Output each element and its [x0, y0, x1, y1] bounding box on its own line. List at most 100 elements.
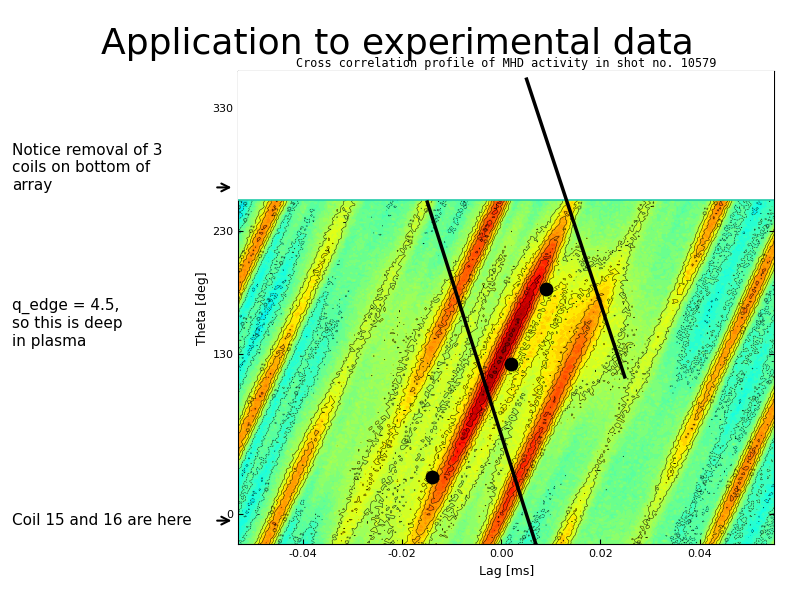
Text: 0.6: 0.6 — [524, 285, 533, 296]
Text: 0.1: 0.1 — [287, 340, 295, 351]
Text: -0.1: -0.1 — [765, 216, 774, 229]
Text: -0.2: -0.2 — [237, 198, 245, 211]
Text: 0.2: 0.2 — [557, 529, 565, 540]
X-axis label: Lag [ms]: Lag [ms] — [479, 565, 534, 578]
Text: 0.5: 0.5 — [479, 230, 485, 240]
Text: q_edge = 4.5,
so this is deep
in plasma: q_edge = 4.5, so this is deep in plasma — [12, 298, 122, 349]
Text: 0.5: 0.5 — [479, 405, 487, 416]
Text: 0.2: 0.2 — [720, 523, 729, 534]
Text: 0.1: 0.1 — [408, 217, 417, 228]
Text: 0.2: 0.2 — [387, 437, 395, 449]
Text: 0.1: 0.1 — [249, 223, 256, 233]
Text: 0.2: 0.2 — [464, 449, 472, 461]
Text: 0.3: 0.3 — [246, 421, 254, 432]
Text: 0.4: 0.4 — [484, 233, 491, 244]
Text: 0.1: 0.1 — [620, 344, 627, 355]
Text: Application to experimental data: Application to experimental data — [101, 27, 693, 61]
Text: 0.4: 0.4 — [538, 434, 545, 444]
Text: 0.2: 0.2 — [740, 323, 748, 334]
Text: 0.1: 0.1 — [405, 432, 410, 442]
Text: 0.1: 0.1 — [577, 199, 584, 209]
Text: -0.1: -0.1 — [265, 480, 272, 492]
Text: 0.2: 0.2 — [240, 249, 249, 259]
Text: -0.2: -0.2 — [256, 309, 266, 322]
Text: 0.1: 0.1 — [503, 273, 513, 284]
Text: 0.1: 0.1 — [492, 262, 498, 271]
Text: -0.1: -0.1 — [323, 320, 335, 333]
Text: 0.2: 0.2 — [732, 467, 740, 478]
Text: 0.1: 0.1 — [703, 205, 711, 215]
Text: 0.2: 0.2 — [237, 289, 245, 300]
Text: 0.4: 0.4 — [740, 305, 748, 315]
Text: 0.1: 0.1 — [423, 201, 432, 212]
Text: -0.1: -0.1 — [764, 290, 772, 303]
Point — [540, 284, 553, 293]
Text: -0.1: -0.1 — [297, 531, 306, 544]
Text: -0.1: -0.1 — [240, 315, 249, 328]
Text: 0.3: 0.3 — [525, 467, 533, 478]
Text: 0.1: 0.1 — [726, 477, 733, 488]
Text: 0.2: 0.2 — [531, 458, 539, 468]
Text: -0.1: -0.1 — [695, 297, 703, 310]
Text: 0.5: 0.5 — [484, 221, 492, 232]
Y-axis label: Theta [deg]: Theta [deg] — [196, 271, 210, 345]
Text: 0.3: 0.3 — [273, 522, 281, 533]
Text: Notice removal of 3
coils on bottom of
array: Notice removal of 3 coils on bottom of a… — [12, 143, 163, 193]
Text: 0.2: 0.2 — [716, 216, 724, 227]
Point — [505, 359, 518, 368]
Text: 0.2: 0.2 — [527, 322, 536, 334]
Text: 0.3: 0.3 — [736, 487, 744, 497]
Text: -0.1: -0.1 — [697, 473, 707, 486]
Text: 0.1: 0.1 — [260, 361, 268, 371]
Text: -0.2: -0.2 — [255, 325, 263, 338]
Text: -0.1: -0.1 — [687, 512, 696, 525]
Text: 0.1: 0.1 — [750, 465, 758, 476]
Text: 0.3: 0.3 — [714, 194, 722, 205]
Text: 0.1: 0.1 — [710, 393, 717, 404]
Text: 0.2: 0.2 — [461, 293, 468, 305]
Text: 0.3: 0.3 — [468, 386, 476, 397]
Text: -0.1: -0.1 — [738, 371, 747, 384]
Text: 0.3: 0.3 — [761, 252, 769, 263]
Text: 0.1: 0.1 — [565, 504, 574, 515]
Text: -0.1: -0.1 — [522, 527, 530, 540]
Text: -0.1: -0.1 — [673, 531, 686, 543]
Text: 0.1: 0.1 — [578, 261, 587, 272]
Text: 0.1: 0.1 — [447, 383, 458, 393]
Text: 0.5: 0.5 — [522, 451, 530, 462]
Text: -0.1: -0.1 — [279, 253, 287, 266]
Text: 0.4: 0.4 — [482, 363, 489, 374]
Text: 0.6: 0.6 — [461, 430, 468, 440]
Point — [426, 472, 438, 481]
Text: -0.1: -0.1 — [760, 522, 768, 535]
Text: -0.2: -0.2 — [263, 295, 274, 308]
Text: 0.3: 0.3 — [237, 261, 245, 272]
Text: -0.1: -0.1 — [294, 383, 303, 396]
Text: 0.1: 0.1 — [540, 446, 548, 456]
Text: Coil 15 and 16 are here: Coil 15 and 16 are here — [12, 513, 191, 528]
Text: 0.3: 0.3 — [748, 439, 756, 450]
Text: 0.1: 0.1 — [430, 368, 438, 379]
Title: Cross correlation profile of MHD activity in shot no. 10579: Cross correlation profile of MHD activit… — [296, 57, 716, 70]
Text: 0.2: 0.2 — [247, 393, 256, 404]
Text: -0.1: -0.1 — [750, 391, 763, 402]
Text: 0.3: 0.3 — [273, 205, 281, 216]
Text: -0.1: -0.1 — [271, 387, 281, 400]
Bar — [238, 65, 774, 201]
Text: -0.1: -0.1 — [278, 531, 286, 544]
Text: -0.1: -0.1 — [287, 200, 298, 213]
Text: -0.1: -0.1 — [767, 372, 777, 386]
Text: 0.2: 0.2 — [270, 504, 278, 515]
Text: -0.1: -0.1 — [724, 531, 734, 544]
Text: 0.1: 0.1 — [409, 233, 416, 243]
Text: 0.1: 0.1 — [345, 534, 353, 544]
Text: 0.1: 0.1 — [434, 516, 444, 527]
Text: -0.2: -0.2 — [244, 193, 250, 206]
Text: -0.1: -0.1 — [243, 211, 252, 224]
Text: -0.1: -0.1 — [462, 195, 472, 208]
Text: 0.1: 0.1 — [417, 399, 426, 410]
Text: 0.1: 0.1 — [637, 534, 644, 544]
Text: 0.2: 0.2 — [499, 404, 507, 415]
Text: 0.1: 0.1 — [258, 248, 266, 259]
Text: 0.1: 0.1 — [354, 470, 363, 481]
